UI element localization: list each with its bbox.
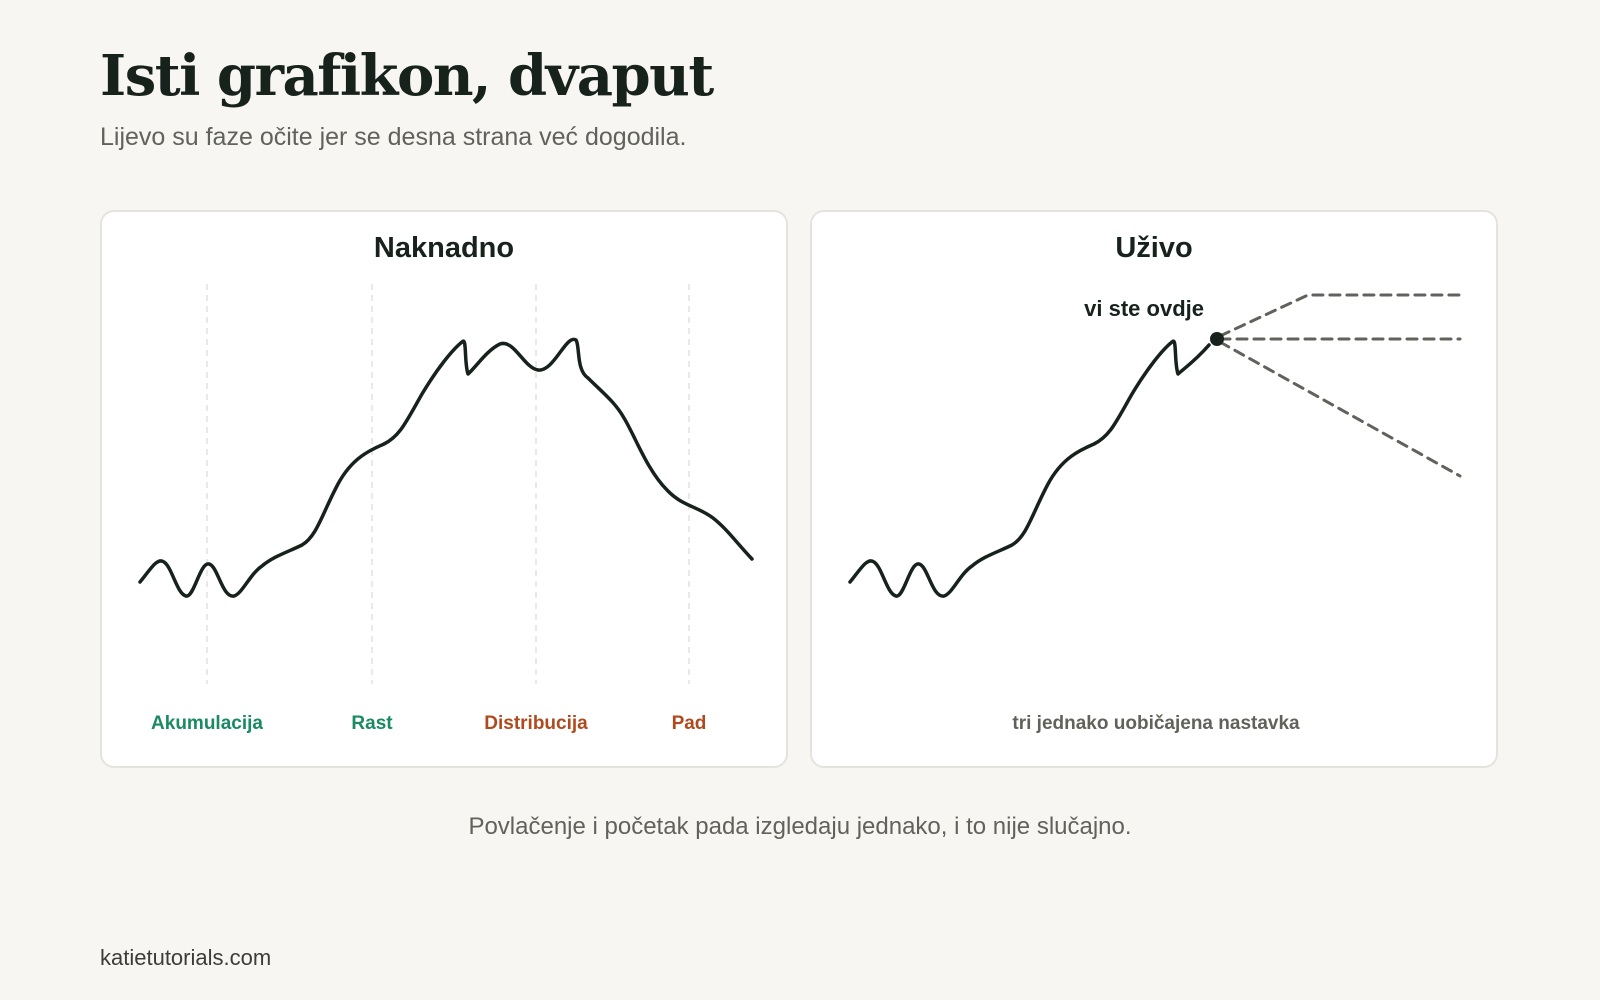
price-line-full [138,337,754,598]
page-subtitle: Lijevo su faze očite jer se desna strana… [100,123,687,151]
source-credit: katietutorials.com [100,945,272,970]
live-panel-title: Uživo [1115,232,1193,264]
scenarios-label: tri jednako uobičajena nastavka [1012,713,1300,734]
scenario-line-down [1218,340,1462,478]
hindsight-chart: Akumulacija Rast Distribucija Pad [138,284,754,734]
page-title: Isti grafikon, dvaput [100,43,714,109]
current-position-label: vi ste ovdje [1084,296,1204,321]
scenario-line-up [1218,293,1462,338]
price-line-partial [848,339,1211,598]
phase-label-decline: Pad [672,713,707,734]
current-position-marker [1210,332,1224,346]
bottom-caption: Povlačenje i početak pada izgledaju jedn… [468,813,1132,840]
hindsight-panel: Naknadno Akumulacija Rast Distribucija P… [100,210,788,768]
phase-label-distribution: Distribucija [484,713,588,734]
phase-label-growth: Rast [351,713,393,734]
hindsight-panel-title: Naknadno [373,232,515,264]
live-panel: Uživo vi ste ovdje tri jednako uobičajen… [810,210,1498,768]
live-chart: vi ste ovdje tri jednako uobičajena nast… [848,293,1462,734]
phase-label-accumulation: Akumulacija [151,713,263,734]
